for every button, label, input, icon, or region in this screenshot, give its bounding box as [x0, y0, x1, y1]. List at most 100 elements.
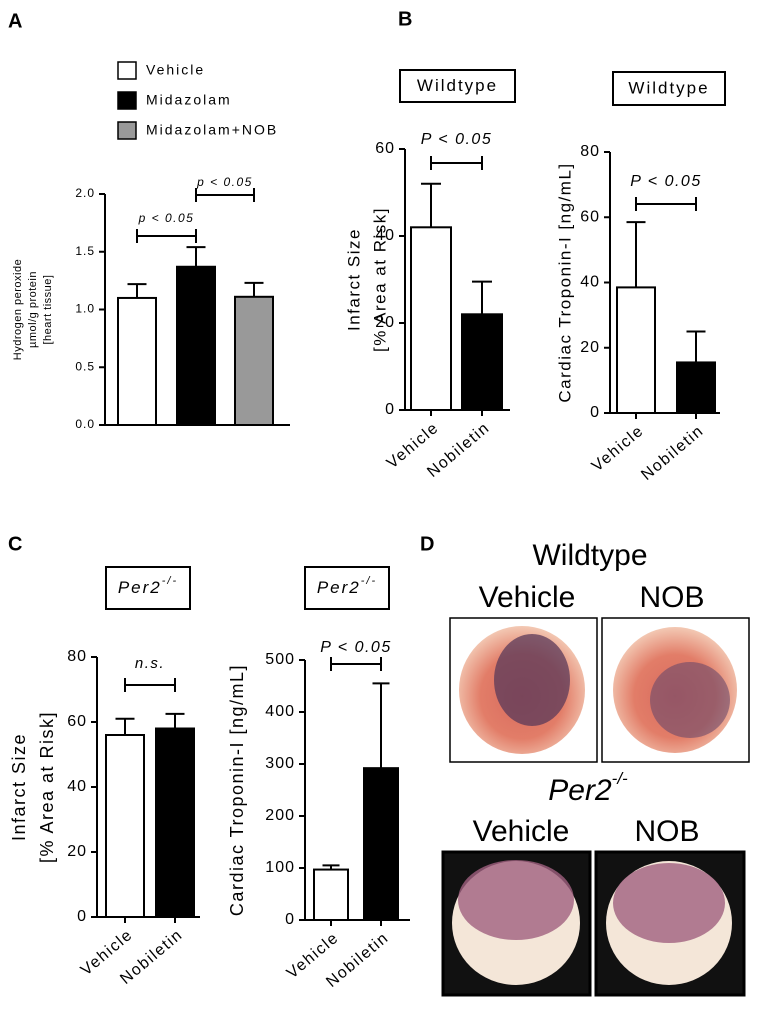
y-tick-label: 80: [67, 648, 87, 665]
bracket: [136, 229, 197, 243]
y-axis-label: Cardiac Troponin-I [ng/mL]: [555, 162, 574, 402]
bar: [155, 727, 195, 918]
y-tick-label: 20: [375, 314, 395, 331]
bar: [105, 734, 145, 918]
y-tick-label: 60: [580, 208, 600, 225]
chart-title-text: Per2: [118, 578, 162, 597]
chart-title: Wildtype: [628, 79, 709, 98]
y-tick-label: 1.0: [75, 302, 95, 316]
image-label: Vehicle: [479, 581, 576, 614]
group-label: Wildtype: [532, 539, 647, 572]
image-label: NOB: [639, 581, 704, 614]
y-tick-label: 2.0: [75, 186, 95, 200]
y-tick-label: 60: [67, 713, 87, 730]
y-tick-label: 0: [590, 404, 600, 421]
bar: [410, 226, 452, 411]
x-tick-label: Vehicle: [589, 422, 648, 475]
annotation: p < 0.05: [138, 211, 195, 225]
y-axis-label: Infarct Size: [9, 733, 29, 841]
chart: 0 20 40 60 Infarct Size [% Area at Risk] Wildt…: [344, 69, 516, 481]
y-axis-label: Cardiac Troponin-I [ng/mL]: [227, 664, 247, 916]
chart: 0 20 40 60 80 Cardiac Troponin-I [ng/mL] Wildt…: [555, 71, 726, 484]
y-tick-label: 60: [375, 140, 395, 157]
chart-title-text: Wildtype: [628, 79, 709, 98]
chart-title: Per2-/-: [118, 575, 178, 598]
legend-label: Midazolam: [146, 92, 232, 108]
panel-label: C: [8, 533, 22, 555]
y-tick-label: 400: [265, 703, 295, 720]
legend-label: Midazolam+NOB: [146, 122, 278, 138]
chart-title: Wildtype: [417, 76, 498, 95]
y-tick-label: 80: [580, 143, 600, 160]
image-label: NOB: [634, 815, 699, 848]
chart: 0 100 200 300 400 500 Cardiac Troponin-I [ng/m…: [227, 566, 410, 991]
image-label: Vehicle: [473, 815, 570, 848]
legend-label: Vehicle: [146, 62, 205, 78]
y-tick-label: 40: [375, 227, 395, 244]
title-box: [612, 71, 726, 106]
bar: [176, 265, 216, 427]
y-tick-label: 0: [285, 911, 295, 928]
group-label-text: Per2: [548, 774, 612, 807]
chart-title-sup: -/-: [361, 575, 377, 587]
title-box: [105, 566, 191, 610]
y-axis-label: [% Area at Risk]: [37, 711, 57, 863]
bar: [117, 296, 157, 427]
y-tick-label: 0.5: [75, 359, 95, 373]
chart-title: Per2-/-: [317, 575, 377, 598]
chart: 0 20 40 60 80 Infarct Size [% Area at Risk] Per…: [9, 566, 200, 988]
annotation: n.s.: [135, 655, 165, 672]
panel-label: A: [8, 10, 22, 32]
chart: 0.0 0.5 1.0 1.5 2.0 Hydrogen peroxide µmol/g p…: [12, 61, 290, 431]
chart-title-sup: -/-: [162, 575, 178, 587]
y-axis-label: Infarct Size: [344, 228, 363, 331]
chart-title-text: Per2: [317, 578, 361, 597]
bar: [363, 767, 399, 921]
y-tick-label: 20: [67, 843, 87, 860]
bracket: [195, 188, 255, 202]
title-box: [304, 566, 390, 610]
y-tick-label: 100: [265, 859, 295, 876]
y-axis-label: Hydrogen peroxide: [12, 259, 24, 360]
legend-swatch: [117, 121, 137, 140]
bar: [616, 286, 656, 414]
y-axis-label: [heart tissue]: [42, 275, 54, 345]
bar: [676, 361, 716, 414]
heart-region: [458, 860, 574, 940]
group-label-sup: -/-: [612, 769, 628, 788]
y-tick-label: 300: [265, 755, 295, 772]
heart-region: [613, 863, 725, 943]
legend-swatch: [117, 61, 137, 80]
y-tick-label: 20: [580, 339, 600, 356]
y-tick-label: 0: [385, 401, 395, 418]
bar: [313, 868, 349, 921]
group-label: Per2-/-: [548, 769, 628, 806]
heart-region: [650, 662, 730, 738]
legend-swatch: [117, 91, 137, 110]
bar: [461, 313, 503, 411]
y-axis-label: [% Area at Risk]: [370, 207, 389, 352]
annotation: P < 0.05: [421, 131, 492, 148]
annotation: p < 0.05: [196, 175, 253, 189]
bar: [234, 295, 274, 427]
bracket: [635, 197, 697, 211]
y-tick-label: 200: [265, 807, 295, 824]
y-axis-label: µmol/g protein: [27, 271, 39, 348]
annotation: P < 0.05: [630, 173, 701, 190]
bracket: [124, 678, 176, 692]
panel-label: B: [398, 8, 412, 30]
y-tick-label: 40: [580, 274, 600, 291]
y-tick-label: 500: [265, 651, 295, 668]
y-tick-label: 0.0: [75, 417, 95, 431]
bracket: [430, 156, 483, 170]
panel-label: D: [420, 533, 434, 555]
x-tick-label: Nobiletin: [638, 422, 707, 484]
y-tick-label: 0: [77, 908, 87, 925]
title-box: [399, 69, 516, 103]
panel-d: Wildtype Vehicle NOB Per2-/- Vehicle NOB: [441, 539, 750, 997]
heart-region: [494, 634, 570, 726]
y-tick-label: 40: [67, 778, 87, 795]
annotation: P < 0.05: [320, 639, 391, 656]
bracket: [330, 657, 382, 671]
